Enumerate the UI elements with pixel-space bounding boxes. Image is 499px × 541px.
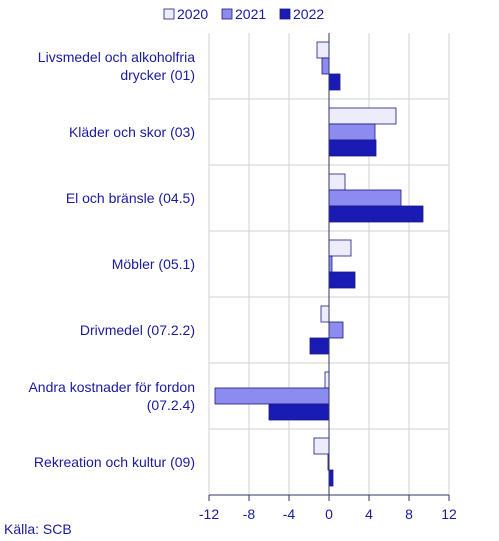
bar-2022-7 — [328, 469, 334, 487]
bar-2020-2 — [328, 107, 397, 125]
bar-2022-2 — [328, 139, 377, 157]
source-note: Källa: SCB — [4, 521, 72, 537]
category-label: (07.2.4) — [147, 397, 195, 413]
legend-swatch-2021 — [221, 8, 233, 20]
bar-2021-5 — [328, 321, 344, 339]
bar-2020-5 — [320, 305, 330, 323]
bar-2021-2 — [328, 123, 376, 141]
bar-2022-5 — [309, 337, 330, 355]
bar-2020-7 — [313, 437, 330, 455]
x-tick-label: -8 — [243, 506, 256, 522]
bar-2021-1 — [321, 57, 330, 75]
bars — [214, 41, 424, 487]
x-tick-label: 12 — [441, 506, 457, 522]
legend-label-2020: 2020 — [177, 6, 208, 22]
category-label: Livsmedel och alkoholfria — [38, 49, 195, 65]
bar-2022-1 — [328, 73, 341, 91]
x-tick-label: 8 — [405, 506, 413, 522]
bar-2022-4 — [328, 271, 356, 289]
legend-swatch-2020 — [163, 8, 175, 20]
bar-2022-3 — [328, 205, 424, 223]
x-tick-label: -12 — [199, 506, 219, 522]
x-axis: -12 -8 -4 0 4 8 12 — [199, 33, 457, 522]
bar-2020-4 — [328, 239, 352, 257]
bar-2020-6 — [324, 371, 330, 389]
x-tick-label: 0 — [325, 506, 333, 522]
category-label: Andra kostnader för fordon — [28, 379, 195, 395]
legend: 2020 2021 2022 — [163, 6, 324, 22]
x-tick-label: 4 — [365, 506, 373, 522]
category-label: Rekreation och kultur (09) — [34, 454, 195, 470]
bar-2022-6 — [268, 403, 330, 421]
legend-swatch-2022 — [279, 8, 291, 20]
legend-label-2022: 2022 — [293, 6, 324, 22]
bar-2021-6 — [214, 387, 330, 405]
category-label: Kläder och skor (03) — [69, 124, 195, 140]
legend-label-2021: 2021 — [235, 6, 266, 22]
category-label: Drivmedel (07.2.2) — [80, 322, 195, 338]
x-tick-label: -4 — [283, 506, 296, 522]
category-label: El och bränsle (04.5) — [66, 190, 195, 206]
bar-2021-3 — [328, 189, 402, 207]
category-label: drycker (01) — [120, 67, 195, 83]
category-label: Möbler (05.1) — [112, 256, 195, 272]
bar-2020-1 — [316, 41, 330, 59]
category-labels: Livsmedel och alkoholfria drycker (01) Klä… — [28, 49, 195, 470]
bar-2020-3 — [328, 173, 346, 191]
